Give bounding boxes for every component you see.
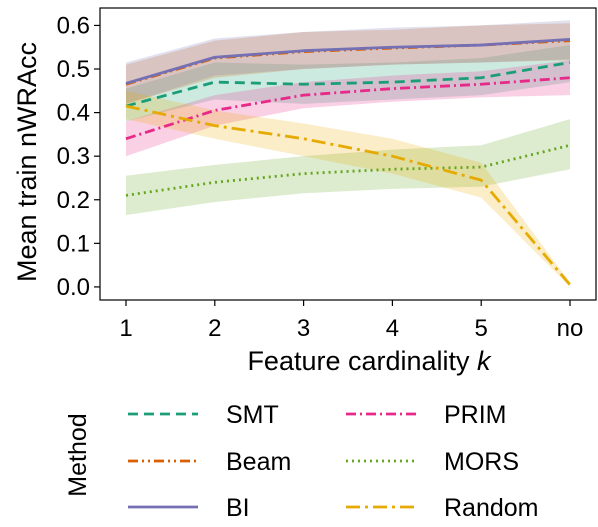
legend-label-prim: PRIM [444,401,507,429]
y-axis-title: Mean train nWRAcc [12,42,42,282]
confidence-bands [126,20,570,287]
x-axis-title: Feature cardinality k [247,346,492,376]
series-lines [125,37,572,286]
band-random [126,90,570,287]
x-tick-label: 3 [297,315,310,342]
x-axis: 1 2 3 4 5 no [119,300,583,342]
line-bi [125,37,571,85]
legend-label-bi: BI [226,494,250,522]
x-tick-label: 2 [208,315,221,342]
line-smt [125,61,571,108]
legend-title: Method [64,413,92,496]
band-bi [126,20,570,104]
y-tick-label: 0.0 [57,274,90,301]
y-tick-label: 0.6 [57,12,90,39]
y-tick-label: 0.2 [57,187,90,214]
y-axis: 0.0 0.1 0.2 0.3 0.4 0.5 0.6 [57,12,100,301]
band-beam [126,23,570,104]
y-tick-label: 0.5 [57,56,90,83]
x-tick-label: no [557,315,584,342]
plot-frame [99,7,597,301]
y-tick-label: 0.1 [57,230,90,257]
line-mors [125,143,571,197]
y-tick-label: 0.4 [57,100,90,127]
x-tick-label: 4 [386,315,399,342]
legend-label-mors: MORS [444,448,519,476]
y-tick-label: 0.3 [57,143,90,170]
legend-label-random: Random [444,494,539,522]
line-random [125,104,572,286]
line-prim [125,76,571,141]
x-tick-label: 1 [119,315,132,342]
x-tick-label: 5 [475,315,488,342]
legend-label-smt: SMT [226,401,279,429]
band-prim [126,60,570,157]
legend-label-beam: Beam [226,448,291,476]
legend: SMT Beam BI PRIM MORS Random [128,401,539,522]
band-mors [126,119,570,216]
